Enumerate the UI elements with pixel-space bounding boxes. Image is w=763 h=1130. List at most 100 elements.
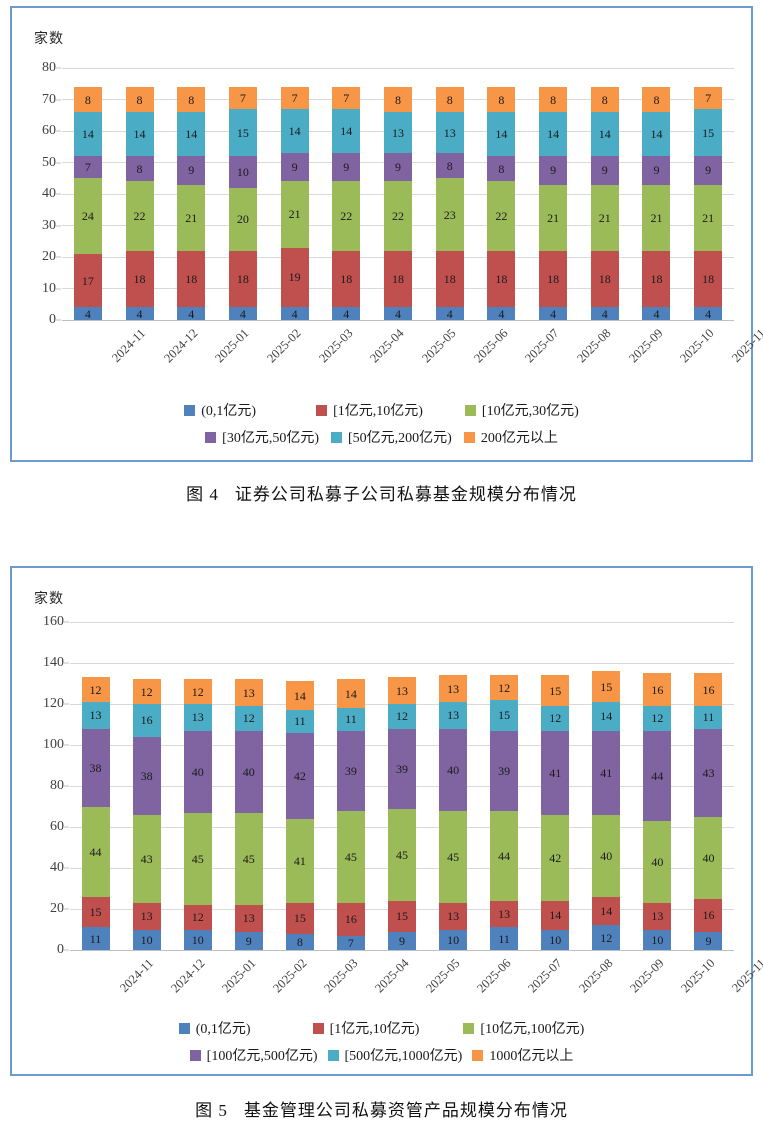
bar-segment: 14 xyxy=(539,112,568,157)
bar-segment: 11 xyxy=(336,708,365,731)
y-axis-tick-mark xyxy=(64,867,69,869)
x-axis-tick-label: 2025-09 xyxy=(627,956,667,996)
bar-segment: 7 xyxy=(228,86,257,109)
legend-item[interactable]: [1亿元,10亿元) xyxy=(316,400,423,420)
bar-segment: 8 xyxy=(487,86,516,113)
legend-item[interactable]: [100亿元,500亿元) xyxy=(189,1045,318,1065)
legend-label: (0,1亿元) xyxy=(195,1022,251,1037)
legend-label: [30亿元,50亿元) xyxy=(222,431,319,446)
legend-item[interactable]: [1亿元,10亿元) xyxy=(312,1018,419,1038)
bar-segment: 8 xyxy=(539,86,568,113)
legend-label: [1亿元,10亿元) xyxy=(333,404,423,419)
bar-segment: 16 xyxy=(132,704,161,737)
legend-item[interactable]: [10亿元,100亿元) xyxy=(463,1018,584,1038)
y-axis-tick-mark xyxy=(64,703,69,705)
bar-segment: 10 xyxy=(228,156,257,188)
bar-segment: 7 xyxy=(73,156,102,179)
stacked-bar-column: 4 18 22 8 14 8 xyxy=(125,86,154,320)
bar-segment: 22 xyxy=(384,181,412,251)
bar-segment: 12 xyxy=(81,677,110,702)
x-axis-tick-label: 2025-08 xyxy=(576,956,616,996)
bar-segment: 15 xyxy=(490,699,519,731)
bar-segment: 13 xyxy=(132,902,161,930)
bar-segment: 21 xyxy=(642,184,671,251)
bar-segment: 18 xyxy=(694,250,723,308)
chart-4-legend: (0,1亿元) [1亿元,10亿元) [10亿元,30亿元) [30亿元,50亿元) [… xyxy=(12,400,751,447)
legend-item[interactable]: [50亿元,200亿元) xyxy=(331,427,452,447)
bar-segment: 4 xyxy=(435,307,464,320)
bar-segment: 39 xyxy=(490,730,519,811)
bar-segment: 10 xyxy=(183,929,212,950)
stacked-bar-column: 4 18 21 9 14 8 xyxy=(590,86,619,320)
legend-item[interactable]: (0,1亿元) xyxy=(184,400,256,420)
gridline xyxy=(70,949,734,951)
bar-segment: 12 xyxy=(234,706,263,731)
legend-swatch-icon xyxy=(463,431,475,443)
chart-4-plot-area: 0 10 20 30 40 50 60 70 80 4 17 24 7 14 8 4 18 22 8 14 8 4 18 2… xyxy=(42,60,734,327)
chart-5-frame: 家数 0 20 40 60 80 100 120 140 160 11 15 44 38 13 12 10 1… xyxy=(10,566,763,1076)
legend-row: (0,1亿元) [1亿元,10亿元) [10亿元,30亿元) xyxy=(184,400,579,420)
stacked-bar-column: 4 18 23 8 13 8 xyxy=(435,86,464,320)
stacked-bar-column: 4 18 20 10 15 7 xyxy=(228,86,257,320)
stacked-bar-column: 11 15 44 38 13 12 xyxy=(81,677,110,950)
bar-segment: 14 xyxy=(336,679,365,709)
bar-segment: 14 xyxy=(285,681,314,711)
x-axis-tick-label: 2025-10 xyxy=(677,326,718,366)
y-axis-tick-label: 50 xyxy=(42,154,56,170)
bar-segment: 42 xyxy=(541,814,570,901)
legend-item[interactable]: 1000亿元以上 xyxy=(472,1045,573,1065)
legend-label: 200亿元以上 xyxy=(480,431,558,446)
bar-segment: 14 xyxy=(280,108,309,154)
gridline xyxy=(62,67,734,69)
gridline xyxy=(70,662,734,664)
chart-5-y-axis-unit: 家数 xyxy=(34,592,64,607)
y-axis-tick-label: 60 xyxy=(50,819,64,834)
y-axis-tick-label: 70 xyxy=(42,91,56,107)
legend-swatch-icon xyxy=(316,404,328,416)
stacked-bar-column: 9 16 40 43 11 16 xyxy=(694,673,723,950)
bar-segment: 15 xyxy=(694,108,723,157)
bar-segment: 4 xyxy=(590,307,619,320)
stacked-bar-column: 10 13 40 44 12 16 xyxy=(643,673,672,950)
bar-segment: 13 xyxy=(384,112,412,154)
stacked-bar-column: 4 18 21 9 14 8 xyxy=(642,86,671,320)
bar-segment: 22 xyxy=(332,181,361,251)
bar-segment: 15 xyxy=(388,900,416,932)
stacked-bar-column: 9 15 45 39 12 13 xyxy=(388,677,416,950)
bar-segment: 16 xyxy=(694,898,723,932)
bar-segment: 9 xyxy=(642,156,671,185)
bar-segment: 38 xyxy=(132,736,161,815)
legend-item[interactable]: [10亿元,30亿元) xyxy=(464,400,579,420)
chart-5-bars: 11 15 44 38 13 12 10 13 43 38 16 12 10 12 45 40 13 12 9 13 4… xyxy=(70,622,734,950)
y-axis-tick-mark xyxy=(64,826,69,828)
bar-segment: 13 xyxy=(435,112,464,154)
legend-item[interactable]: 200亿元以上 xyxy=(463,427,558,447)
legend-item[interactable]: [30亿元,50亿元) xyxy=(205,427,319,447)
y-axis-tick-label: 40 xyxy=(42,186,56,201)
y-axis-tick-label: 10 xyxy=(42,280,56,296)
bar-segment: 8 xyxy=(73,86,102,113)
bar-segment: 7 xyxy=(280,86,309,109)
legend-item[interactable]: (0,1亿元) xyxy=(178,1018,251,1038)
bar-segment: 12 xyxy=(132,679,161,705)
bar-segment: 45 xyxy=(388,808,416,901)
x-axis-tick-label: 2025-02 xyxy=(269,956,310,996)
bar-segment: 10 xyxy=(643,929,672,950)
bar-segment: 7 xyxy=(332,86,361,109)
figure-5-caption-text: 基金管理公司私募资管产品规模分布情况 xyxy=(243,1101,568,1120)
bar-segment: 8 xyxy=(285,933,314,950)
bar-segment: 38 xyxy=(81,728,110,807)
bar-segment: 21 xyxy=(694,184,723,251)
y-axis-tick-mark xyxy=(64,949,69,951)
x-axis-tick-label: 2025-05 xyxy=(423,956,463,996)
bar-segment: 16 xyxy=(643,673,672,707)
bar-segment: 40 xyxy=(439,728,468,811)
y-axis-tick-mark xyxy=(64,785,69,787)
bar-segment: 18 xyxy=(539,250,568,308)
legend-swatch-icon xyxy=(184,404,196,416)
legend-swatch-icon xyxy=(463,1022,475,1034)
bar-segment: 15 xyxy=(541,675,570,707)
x-axis-tick-label: 2025-06 xyxy=(474,956,514,996)
legend-item[interactable]: [500亿元,1000亿元) xyxy=(327,1045,462,1065)
y-axis-tick-label: 30 xyxy=(42,217,56,233)
